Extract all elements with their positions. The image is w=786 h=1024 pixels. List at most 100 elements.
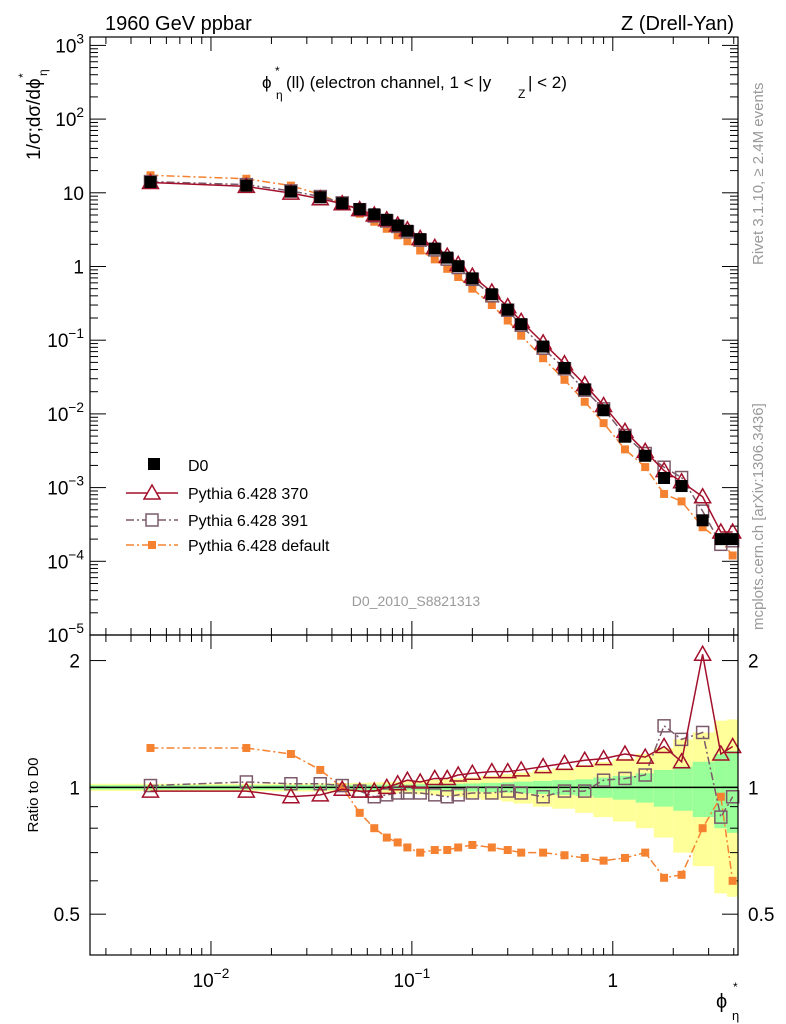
ratio-point-pdef <box>382 833 391 842</box>
main-panel: 10−5 10−4 10−3 10−2 10−1 1 10 102 103 <box>47 31 742 647</box>
point-pdef <box>580 397 589 406</box>
ratio-point-pdef <box>620 853 629 862</box>
ratio-point-p370 <box>575 750 595 767</box>
point-d0 <box>485 288 498 301</box>
ratio-point-p391 <box>714 810 728 824</box>
ratio-line-p370 <box>150 654 734 798</box>
ratio-point-p391 <box>465 786 480 800</box>
point-d0 <box>401 224 414 237</box>
ratio-point-pdef <box>580 853 589 862</box>
ratio-point-p391 <box>536 790 550 804</box>
main-y-tick-label: 10−4 <box>47 547 84 573</box>
x-tick-label: 1 <box>607 971 618 992</box>
ratio-point-pdef <box>599 856 608 865</box>
ratio-point-pdef <box>403 843 412 852</box>
svg-text:Pythia 6.428 391: Pythia 6.428 391 <box>188 513 308 530</box>
main-y-tick-label: 10−1 <box>47 326 84 352</box>
ratio-point-p391 <box>485 786 499 800</box>
point-pdef <box>641 463 650 472</box>
ratio-point-p370 <box>555 753 574 771</box>
ratio-point-pdef <box>338 783 347 792</box>
ratio-y-tick-label-right: 2 <box>748 652 759 673</box>
ratio-point-p370 <box>723 737 742 754</box>
legend-item-391: Pythia 6.428 391 <box>126 513 308 530</box>
ratio-point-p391 <box>313 777 328 791</box>
ratio-point-p370 <box>533 757 553 774</box>
point-d0 <box>428 242 441 255</box>
header-left: 1960 GeV ppbar <box>105 13 252 35</box>
ratio-point-p370 <box>635 747 655 764</box>
main-series <box>141 171 742 560</box>
svg-text:D0: D0 <box>188 458 209 475</box>
svg-text:Pythia 6.428 370: Pythia 6.428 370 <box>188 486 308 503</box>
ratio-point-p391 <box>618 771 632 786</box>
ratio-point-p370 <box>594 749 613 766</box>
legend-item-d0: D0 <box>148 458 209 475</box>
ratio-point-pdef <box>487 843 496 852</box>
ratio-point-p370 <box>654 737 674 754</box>
point-d0 <box>466 272 479 285</box>
ratio-point-p391 <box>577 784 592 798</box>
ratio-point-p391 <box>514 786 528 800</box>
header-right: Z (Drell-Yan) <box>621 13 734 35</box>
point-d0 <box>336 197 349 210</box>
ratio-point-pdef <box>539 848 548 857</box>
point-pdef <box>698 523 707 532</box>
legend-item-370: Pythia 6.428 370 <box>126 483 308 503</box>
point-pdef <box>539 354 548 363</box>
ratio-point-pdef <box>660 873 669 882</box>
point-d0 <box>380 213 393 226</box>
point-d0 <box>391 219 404 232</box>
x-tick-labels: 10−2 10−1 1 <box>193 966 618 992</box>
point-pdef <box>560 375 569 384</box>
ratio-point-pdef <box>454 843 463 852</box>
ratio-point-p391 <box>557 784 572 798</box>
ratio-point-pdef <box>677 870 686 879</box>
ratio-point-p370 <box>511 760 531 777</box>
point-pdef <box>599 419 608 428</box>
ratio-frame <box>89 634 739 956</box>
ratio-point-p391 <box>725 790 740 804</box>
svg-text:Pythia 6.428 default: Pythia 6.428 default <box>188 538 330 555</box>
point-pdef <box>443 264 452 273</box>
band-inner <box>692 761 715 818</box>
point-d0 <box>558 361 571 374</box>
main-y-tick-label: 10−5 <box>47 621 84 647</box>
ratio-y-tick-label-right: 0.5 <box>748 905 774 926</box>
point-d0 <box>501 303 514 316</box>
legend: D0 Pythia 6.428 370 Pythia 6.428 391 Pyt… <box>126 458 330 555</box>
point-d0 <box>537 340 550 353</box>
ratio-point-p391 <box>335 778 349 793</box>
point-p370 <box>693 487 712 504</box>
svg-text:*: * <box>733 980 738 994</box>
ratio-point-p391 <box>674 732 689 747</box>
svg-text:1/σ;dσ/dϕ: 1/σ;dσ/dϕ <box>24 78 45 160</box>
ratio-y-tick-labels: 0.5 0.5 1 1 2 2 <box>54 652 775 927</box>
svg-text:η: η <box>36 69 50 76</box>
svg-text:ϕ: ϕ <box>716 991 727 1013</box>
point-pdef <box>728 551 737 560</box>
point-pdef <box>487 301 496 310</box>
main-y-label: 1/σ;dσ/dϕ * η <box>16 69 50 160</box>
ratio-point-pdef <box>393 838 402 847</box>
point-d0 <box>452 260 465 273</box>
mcplots-label: mcplots.cern.ch [arXiv:1306.3436] <box>750 403 767 630</box>
point-pdef <box>403 237 412 246</box>
point-pdef <box>454 273 463 282</box>
ratio-series <box>141 644 742 885</box>
band-inner <box>726 750 738 833</box>
ratio-panel: 0.5 0.5 1 1 2 2 <box>54 634 775 956</box>
ratio-point-pdef <box>355 808 364 817</box>
ratio-y-tick-label-right: 1 <box>748 778 759 799</box>
point-pdef <box>620 445 629 454</box>
point-d0 <box>658 471 671 484</box>
point-d0 <box>368 208 381 221</box>
ratio-point-p370 <box>410 772 430 789</box>
ratio-point-pdef <box>716 792 725 801</box>
rivet-label: Rivet 3.1.10, ≥ 2.4M events <box>750 83 767 266</box>
point-d0 <box>314 191 327 204</box>
band-inner <box>673 766 693 811</box>
svg-text:| < 2): | < 2) <box>528 73 567 92</box>
ratio-point-pdef <box>416 848 425 857</box>
